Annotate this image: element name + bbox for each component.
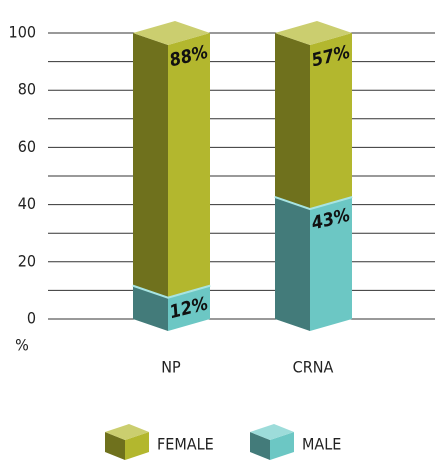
legend-left bbox=[250, 432, 270, 460]
bar-right-face bbox=[168, 33, 210, 297]
bar-segment bbox=[275, 21, 352, 209]
x-tick-label: CRNA bbox=[293, 358, 334, 377]
legend-label: MALE bbox=[302, 435, 341, 454]
y-axis-label: % bbox=[15, 336, 29, 355]
bar-right-face bbox=[310, 196, 352, 331]
legend-right bbox=[270, 432, 294, 460]
bar-left-face bbox=[275, 196, 310, 331]
bar-left-face bbox=[133, 284, 168, 331]
y-tick-label: 60 bbox=[18, 137, 36, 156]
bar-left-face bbox=[275, 33, 310, 209]
bar-right-face bbox=[310, 33, 352, 209]
legend-swatch bbox=[250, 424, 294, 460]
bar-segment bbox=[133, 21, 210, 297]
bar-top-face bbox=[133, 21, 210, 45]
y-tick-label: 100 bbox=[9, 23, 36, 42]
y-tick-label: 40 bbox=[18, 194, 36, 213]
legend-right bbox=[125, 432, 149, 460]
legend-top bbox=[250, 424, 294, 440]
bar-left-face bbox=[133, 33, 168, 297]
bar-right-face bbox=[168, 284, 210, 331]
legend-left bbox=[105, 432, 125, 460]
y-tick-label: 80 bbox=[18, 80, 36, 99]
y-tick-label: 0 bbox=[27, 309, 36, 328]
legend-label: FEMALE bbox=[157, 435, 214, 454]
y-tick-label: 20 bbox=[18, 251, 36, 270]
legend-top bbox=[105, 424, 149, 440]
x-tick-label: NP bbox=[161, 358, 181, 377]
bar-segment bbox=[132, 282, 211, 331]
bar-top-face bbox=[275, 21, 352, 45]
legend-swatch bbox=[105, 424, 149, 460]
